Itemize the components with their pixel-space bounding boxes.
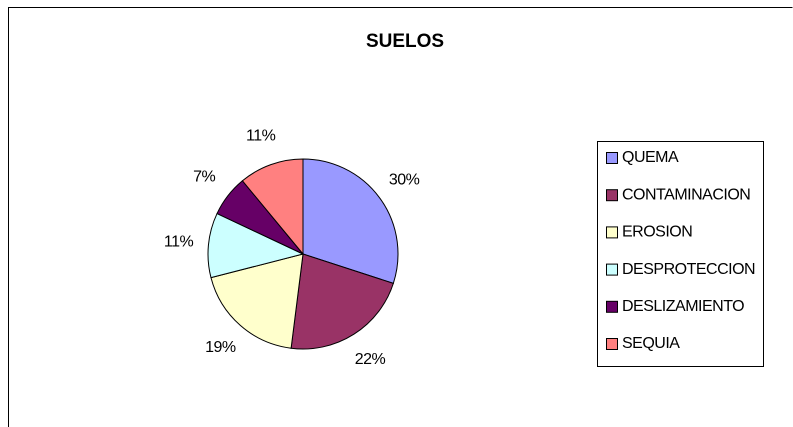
legend-label: QUEMA xyxy=(622,149,679,166)
chart-title: SUELOS xyxy=(366,31,444,52)
pie-slice xyxy=(302,158,399,284)
legend-box xyxy=(597,141,764,367)
data-label: 22% xyxy=(355,351,386,368)
pie-slice xyxy=(207,212,305,279)
legend-swatch xyxy=(606,300,618,313)
data-label: 11% xyxy=(246,128,276,145)
data-label: 30% xyxy=(389,172,420,189)
pie-slice xyxy=(241,158,304,256)
legend-label: CONTAMINACION xyxy=(622,186,750,203)
legend-label: EROSION xyxy=(622,224,692,241)
legend-label: DESLIZAMIENTO xyxy=(622,298,744,315)
chart-frame xyxy=(8,7,793,427)
legend-swatch xyxy=(606,152,618,164)
legend-swatch xyxy=(606,263,618,276)
legend-label: SEQUIA xyxy=(622,335,680,352)
legend-swatch xyxy=(606,338,618,350)
data-label: 11% xyxy=(164,233,194,250)
pie-slice xyxy=(210,253,304,349)
legend-swatch xyxy=(606,189,618,202)
pie-slice xyxy=(290,253,394,350)
legend-swatch xyxy=(606,226,618,239)
data-label: 19% xyxy=(205,339,236,356)
data-label: 7% xyxy=(193,169,215,186)
legend-label: DESPROTECCION xyxy=(622,261,755,278)
